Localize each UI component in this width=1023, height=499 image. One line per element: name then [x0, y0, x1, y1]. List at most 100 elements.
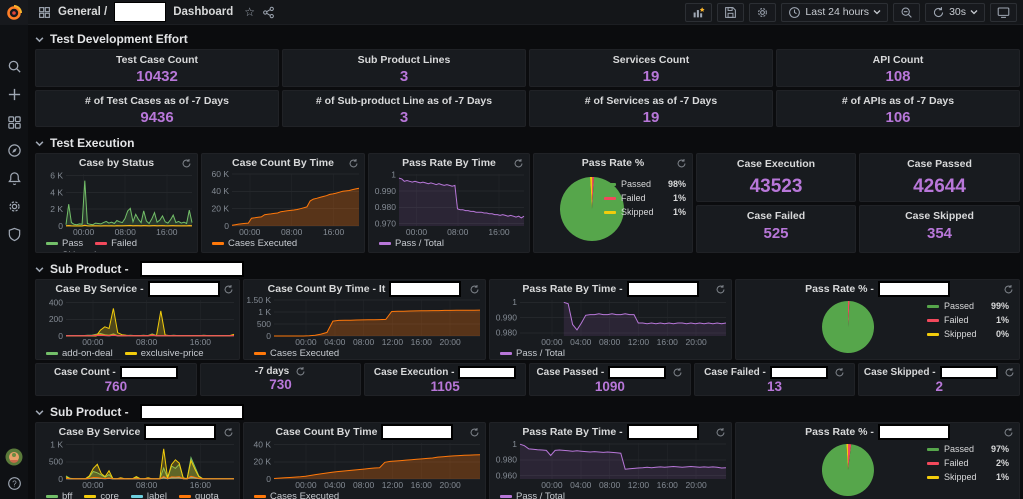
legend-item[interactable]: exclusive-price: [124, 348, 204, 359]
panel-refresh-icon[interactable]: [348, 158, 359, 169]
legend-item[interactable]: Failed: [95, 238, 137, 249]
legend-item[interactable]: add-on-deal: [46, 348, 113, 359]
user-avatar[interactable]: [5, 448, 23, 466]
legend-item[interactable]: Failed 1%: [927, 315, 1009, 325]
stat-panel-case-failed[interactable]: Case Failed 525: [696, 204, 856, 253]
breadcrumb-dashboard[interactable]: Dashboard: [173, 6, 234, 18]
legend-item[interactable]: Pass / Total: [500, 491, 565, 499]
time-range-picker[interactable]: Last 24 hours: [781, 2, 889, 22]
graph-panel-case-by-status[interactable]: Case by Status 0 2 K 4 K 6 K 00:00 08:00 16:00…: [35, 153, 198, 253]
save-dashboard-button[interactable]: [717, 2, 745, 22]
explore-compass-icon[interactable]: [7, 143, 22, 158]
legend-item[interactable]: Pass: [46, 238, 83, 249]
panel-refresh-icon[interactable]: [672, 367, 683, 378]
panel-refresh-icon[interactable]: [469, 284, 480, 295]
panel-refresh-icon[interactable]: [1003, 284, 1014, 295]
security-shield-icon[interactable]: [7, 227, 22, 242]
legend-item[interactable]: Cases Executed: [254, 491, 339, 499]
legend-item[interactable]: Skipped 1%: [604, 207, 686, 217]
legend-item[interactable]: label: [130, 491, 167, 499]
stat-panel-case-skipped-1[interactable]: Case Skipped - 2: [858, 363, 1021, 396]
legend-item[interactable]: Cases Executed: [254, 348, 339, 359]
pie-panel-pass-rate[interactable]: Pass Rate % Passed 98% Failed 1% Skipped 1%: [533, 153, 693, 253]
section-header-test-development-effort[interactable]: Test Development Effort: [35, 31, 1020, 47]
legend-item[interactable]: Failed 2%: [927, 458, 1009, 468]
chart-case-by-status[interactable]: 0 2 K 4 K 6 K 00:00 08:00 16:00: [36, 170, 197, 237]
pie-chart-pass-rate[interactable]: [560, 176, 624, 246]
chart-case-count-1[interactable]: 0 500 1 K 1.50 K 00:00 04:00 08:00 12:00 16:00 20…: [244, 295, 485, 347]
add-panel-button[interactable]: [685, 2, 713, 22]
stat-panel-subproduct-7days[interactable]: # of Sub-product Line as of -7 Days 3: [282, 90, 526, 127]
graph-panel-case-count-1[interactable]: Case Count By Time - It 0 500 1 K 1.50 K 00:…: [243, 279, 486, 360]
chart-case-count-by-time[interactable]: 0 20 K 40 K 60 K 00:00 08:00 16:00: [202, 169, 364, 237]
legend-item[interactable]: Failed 1%: [604, 193, 686, 203]
section-header-test-execution[interactable]: Test Execution: [35, 135, 1020, 151]
legend-item[interactable]: Passed 99%: [927, 301, 1009, 311]
panel-refresh-icon[interactable]: [1004, 367, 1015, 378]
chart-pass-rate-by-time[interactable]: 0.970 0.980 0.990 1 00:00 08:00 16:00: [369, 170, 529, 237]
legend-item[interactable]: core: [84, 491, 119, 499]
legend-item[interactable]: Skipped: [46, 250, 96, 252]
legend-item[interactable]: Pass / Total: [379, 238, 444, 249]
graph-panel-pass-rate-time-2[interactable]: Pass Rate By Time - 0.960 0.980 1 00:00 04:0…: [489, 422, 732, 499]
stat-panel-case-count-1[interactable]: Case Count - 760: [35, 363, 197, 396]
dashboards-icon[interactable]: [7, 115, 22, 130]
chart-pass-rate-time-2[interactable]: 0.960 0.980 1 00:00 04:00 08:00 12:00 16:00 20:0…: [490, 439, 731, 490]
stat-panel-api-count[interactable]: API Count 108: [776, 49, 1020, 87]
stat-panel-case-passed-1[interactable]: Case Passed - 1090: [529, 363, 691, 396]
legend-item[interactable]: Passed 98%: [604, 179, 686, 189]
star-icon[interactable]: ☆: [244, 5, 256, 19]
legend-item[interactable]: Pass / Total: [500, 348, 565, 359]
stat-panel-case-execution-1[interactable]: Case Execution - 1105: [364, 363, 527, 396]
alerting-bell-icon[interactable]: [7, 171, 22, 186]
stat-panel-test-case-count[interactable]: Test Case Count 10432: [35, 49, 279, 87]
share-icon[interactable]: [262, 6, 275, 19]
legend-item[interactable]: Skipped 0%: [927, 329, 1009, 339]
chart-pass-rate-time-1[interactable]: 0.980 0.990 1 00:00 04:00 08:00 12:00 16:00 20:0…: [490, 297, 731, 347]
add-icon[interactable]: [7, 87, 22, 102]
graph-panel-pass-rate-time-1[interactable]: Pass Rate By Time - 0.980 0.990 1 00:00 04:0…: [489, 279, 732, 360]
panel-refresh-icon[interactable]: [834, 367, 845, 378]
stat-panel-test-cases-7days[interactable]: # of Test Cases as of -7 Days 9436: [35, 90, 279, 127]
grafana-logo[interactable]: [0, 0, 28, 25]
graph-panel-case-by-service-1[interactable]: Case By Service - 0 200 400 00:00 08:00 16:00…: [35, 279, 240, 360]
section-header-sub-product-2[interactable]: Sub Product -: [35, 404, 1020, 420]
pie-chart-pass-rate-2[interactable]: [821, 444, 874, 499]
stat-panel-case-failed-1[interactable]: Case Failed - 13: [693, 363, 856, 396]
stat-panel-case-skipped[interactable]: Case Skipped 354: [859, 204, 1020, 253]
chart-case-by-service-2[interactable]: 0 500 1 K 00:00 08:00 16:00: [36, 440, 239, 490]
refresh-picker[interactable]: 30s: [925, 2, 985, 22]
legend-item[interactable]: Skipped 1%: [927, 472, 1009, 482]
graph-panel-case-count-2[interactable]: Case Count By Time 0 20 K 40 K 00:00 04:00 08…: [243, 422, 486, 499]
pie-panel-pass-rate-2[interactable]: Pass Rate % - Passed 97% Failed 2% Skipped 1%: [735, 422, 1020, 499]
stat-panel-services-7days[interactable]: # of Services as of -7 Days 19: [529, 90, 773, 127]
graph-panel-case-count-by-time[interactable]: Case Count By Time 0 20 K 40 K 60 K 00:00 08:…: [201, 153, 365, 253]
pie-chart-pass-rate-1[interactable]: [822, 301, 875, 358]
chart-case-count-2[interactable]: 0 20 K 40 K 00:00 04:00 08:00 12:00 16:00 20:00: [244, 440, 485, 490]
legend-item[interactable]: Cases Executed: [212, 238, 297, 249]
panel-refresh-icon[interactable]: [223, 427, 234, 438]
stat-panel-apis-7days[interactable]: # of APIs as of -7 Days 106: [776, 90, 1020, 127]
legend-item[interactable]: Passed 97%: [927, 444, 1009, 454]
panel-refresh-icon[interactable]: [223, 284, 234, 295]
settings-gear-icon[interactable]: [7, 199, 22, 214]
help-icon[interactable]: ?: [7, 476, 22, 491]
panel-refresh-icon[interactable]: [1003, 427, 1014, 438]
apps-grid-icon[interactable]: [38, 6, 51, 19]
panel-refresh-icon[interactable]: [469, 427, 480, 438]
dashboard-settings-button[interactable]: [749, 2, 777, 22]
search-icon[interactable]: [7, 59, 22, 74]
stat-panel-sub-product-lines[interactable]: Sub Product Lines 3: [282, 49, 526, 87]
breadcrumb-folder[interactable]: General /: [58, 6, 108, 18]
section-header-sub-product-1[interactable]: Sub Product -: [35, 261, 1020, 277]
zoom-out-button[interactable]: [893, 2, 921, 22]
panel-refresh-icon[interactable]: [715, 427, 726, 438]
stat-panel-7days-1[interactable]: -7 days 730: [199, 363, 362, 396]
stat-panel-case-execution[interactable]: Case Execution 43523: [696, 153, 856, 202]
chart-case-by-service-1[interactable]: 0 200 400 00:00 08:00 16:00: [36, 297, 239, 347]
legend-item[interactable]: bff: [46, 491, 72, 499]
panel-refresh-icon[interactable]: [676, 158, 687, 169]
panel-refresh-icon[interactable]: [181, 158, 192, 169]
panel-refresh-icon[interactable]: [513, 158, 524, 169]
pie-panel-pass-rate-1[interactable]: Pass Rate % - Passed 99% Failed 1% Skipped 0%: [735, 279, 1020, 360]
